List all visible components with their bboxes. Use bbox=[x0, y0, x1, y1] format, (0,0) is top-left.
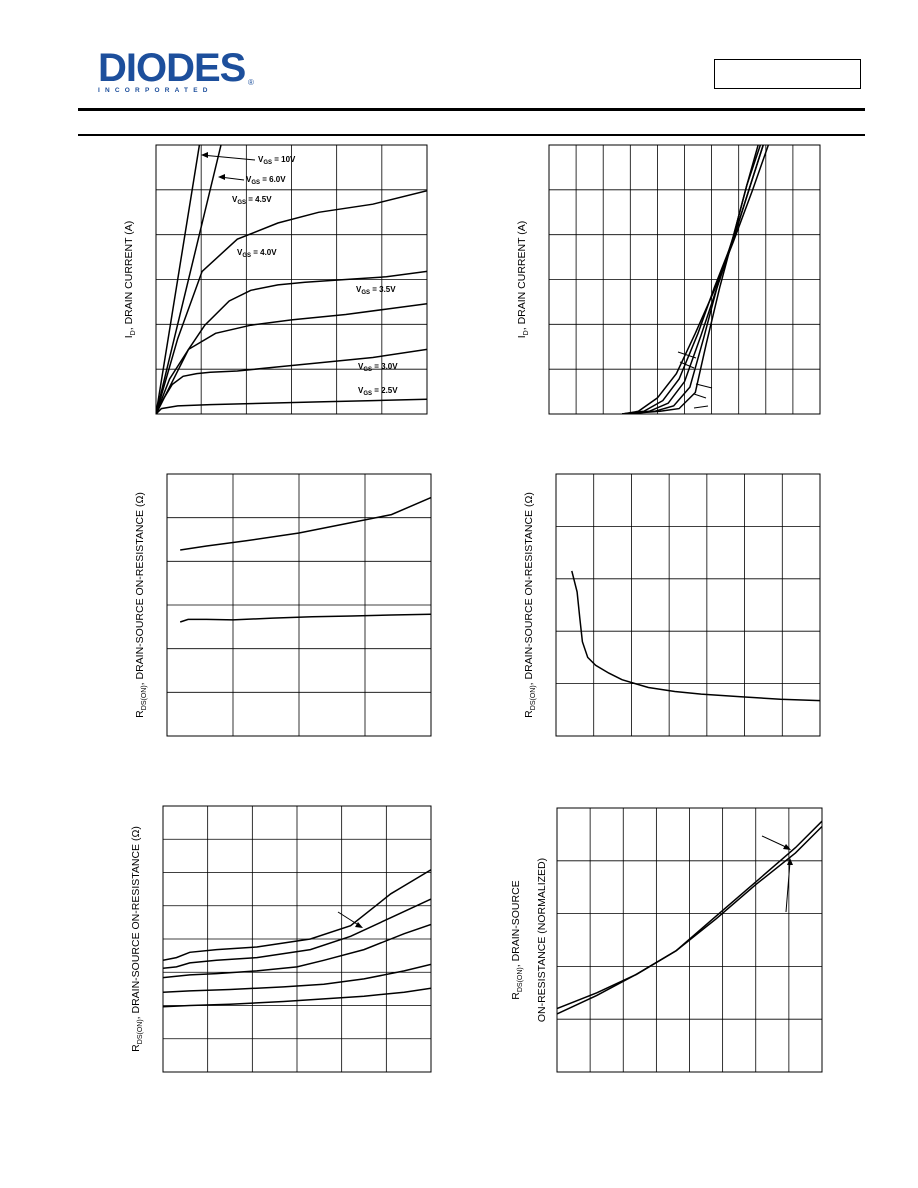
arrowhead-icon bbox=[201, 152, 208, 158]
pointer-arrow bbox=[679, 361, 695, 369]
series-line-1 bbox=[163, 869, 431, 962]
series-line-1 bbox=[156, 145, 201, 414]
series-line-4 bbox=[622, 145, 762, 414]
plot-frame bbox=[155, 144, 428, 415]
label-arrow-line bbox=[223, 177, 245, 181]
brand-subtitle: INCORPORATED bbox=[98, 87, 213, 94]
series-line-2 bbox=[622, 145, 765, 414]
pointer-arrow bbox=[761, 835, 789, 849]
plot-frame bbox=[166, 473, 432, 737]
arrowhead-icon bbox=[218, 174, 225, 180]
series-line-1 bbox=[180, 496, 431, 551]
plot-frame bbox=[162, 805, 432, 1073]
series-label-4: VGS = 4.0V bbox=[237, 248, 277, 259]
plot-frame bbox=[555, 473, 821, 737]
pointer-arrow bbox=[337, 911, 361, 927]
series-label-5: VGS = 3.5V bbox=[356, 285, 396, 296]
registered-mark-icon: ® bbox=[248, 78, 254, 87]
part-number-box bbox=[714, 59, 861, 89]
series-line-1 bbox=[622, 145, 770, 414]
series-line-5 bbox=[156, 302, 427, 414]
series-label-6: VGS = 3.0V bbox=[358, 362, 398, 373]
diodes-logo: DIODES INCORPORATED ® bbox=[98, 46, 258, 96]
pointer-arrow bbox=[785, 861, 791, 913]
series-label-3: VGS = 4.5V bbox=[232, 195, 272, 206]
pointer-arrow bbox=[693, 405, 709, 409]
brand-name: DIODES bbox=[98, 46, 246, 90]
series-line-7 bbox=[156, 398, 427, 414]
y-axis-label: RDS(ON), DRAIN-SOURCE ON-RESISTANCE (Ω) bbox=[523, 492, 537, 718]
series-line-5 bbox=[622, 145, 759, 414]
label-arrow-line bbox=[206, 155, 256, 161]
y-axis-label: ID, DRAIN CURRENT (A) bbox=[516, 221, 530, 338]
arrowhead-icon bbox=[787, 858, 793, 865]
series-label-2: VGS = 6.0V bbox=[246, 175, 286, 186]
arrowhead-icon bbox=[783, 844, 791, 850]
subheader-rule bbox=[78, 134, 865, 136]
pointer-arrow bbox=[677, 351, 697, 359]
series-line-3 bbox=[163, 923, 431, 979]
series-line-1 bbox=[557, 820, 822, 1010]
series-line-2 bbox=[156, 145, 222, 414]
series-line-1 bbox=[571, 570, 820, 702]
series-line-6 bbox=[156, 348, 427, 414]
series-line-2 bbox=[163, 898, 431, 970]
y-axis-label: RDS(ON), DRAIN-SOURCE bbox=[510, 880, 524, 999]
y-axis-label: ID, DRAIN CURRENT (A) bbox=[123, 221, 137, 338]
series-line-3 bbox=[622, 145, 765, 414]
series-line-2 bbox=[557, 825, 822, 1015]
arrowhead-icon bbox=[355, 922, 363, 928]
pointer-arrow bbox=[693, 393, 707, 399]
y-axis-label: RDS(ON), DRAIN-SOURCE ON-RESISTANCE (Ω) bbox=[130, 826, 144, 1052]
series-line-2 bbox=[179, 613, 431, 623]
series-label-7: VGS = 2.5V bbox=[358, 386, 398, 397]
y-axis-label-line2: ON-RESISTANCE (NORMALIZED) bbox=[536, 858, 548, 1022]
header-rule bbox=[78, 108, 865, 111]
plot-frame bbox=[548, 144, 821, 415]
series-line-5 bbox=[163, 987, 431, 1008]
y-axis-label: RDS(ON), DRAIN-SOURCE ON-RESISTANCE (Ω) bbox=[134, 492, 148, 718]
series-line-4 bbox=[163, 963, 431, 993]
pointer-arrow bbox=[695, 383, 713, 389]
plot-frame bbox=[556, 807, 823, 1073]
series-line-3 bbox=[156, 189, 427, 414]
series-label-1: VGS = 10V bbox=[258, 155, 296, 166]
series-line-4 bbox=[156, 270, 427, 414]
